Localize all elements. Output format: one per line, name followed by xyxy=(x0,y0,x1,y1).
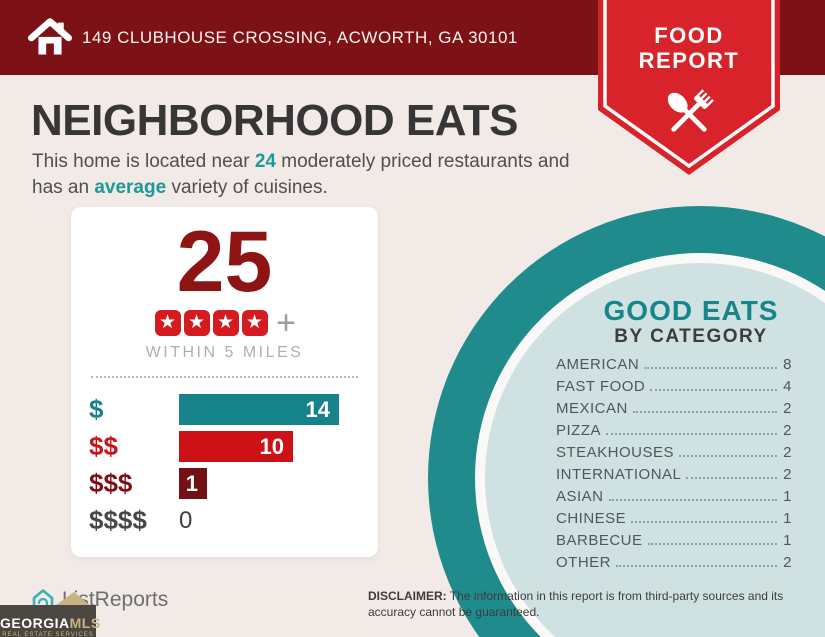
subtitle-text: moderately priced restaurants and xyxy=(275,151,570,172)
category-value: 2 xyxy=(783,444,792,461)
category-value: 2 xyxy=(783,466,792,483)
price-tier-row: $$$ 1 xyxy=(71,465,378,502)
category-row: ASIAN 1 xyxy=(556,488,792,510)
category-label: BARBECUE xyxy=(556,532,643,549)
subtitle-text: has an xyxy=(32,177,95,199)
good-eats-title: GOOD EATS xyxy=(603,295,779,326)
georgia-mls-logo: GEORGIAMLS REAL ESTATE SERVICES xyxy=(0,592,101,637)
home-icon xyxy=(28,18,72,55)
disclaimer: DISCLAIMER: The information in this repo… xyxy=(368,589,796,620)
dotted-leader xyxy=(650,389,777,391)
ribbon-label-report: REPORT xyxy=(638,48,740,73)
category-row: INTERNATIONAL 2 xyxy=(556,466,792,488)
category-row: CHINESE 1 xyxy=(556,510,792,532)
star-icon: ★ xyxy=(154,310,181,336)
category-label: OTHER xyxy=(556,554,611,571)
ribbon-banner xyxy=(598,0,780,175)
radius-caption: WITHIN 5 MILES xyxy=(145,344,304,361)
good-eats-subtitle: BY CATEGORY xyxy=(614,326,768,347)
mountain-icon xyxy=(56,592,90,605)
category-label: AMERICAN xyxy=(556,356,640,373)
category-list: AMERICAN 8 FAST FOOD 4 MEXICAN 2 PIZZA 2 STEAKHO… xyxy=(556,356,792,576)
subtitle-text: This home is located near xyxy=(32,151,255,172)
dotted-leader xyxy=(606,433,777,435)
category-label: STEAKHOUSES xyxy=(556,444,675,461)
category-value: 2 xyxy=(783,422,792,439)
category-row: OTHER 2 xyxy=(556,554,792,576)
price-tier-row: $$ 10 xyxy=(71,428,378,465)
plus-icon: + xyxy=(276,304,296,342)
spoon-fork-icon xyxy=(667,89,714,132)
category-value: 1 xyxy=(783,488,792,505)
restaurant-summary-card: 25 ★ ★ ★ ★ + WITHIN 5 MILES $14 $$ 10 $$$ 1 $$$$ 0 xyxy=(71,207,378,557)
category-label: FAST FOOD xyxy=(556,378,646,395)
star-rating: ★ ★ ★ ★ + xyxy=(71,304,378,342)
star-icon: ★ xyxy=(183,310,210,336)
price-tier-label: $$$ xyxy=(89,468,133,498)
category-label: CHINESE xyxy=(556,510,627,527)
price-tier-bar: 10 xyxy=(179,431,293,462)
page-title: NEIGHBORHOOD EATS xyxy=(31,96,518,145)
dotted-leader xyxy=(632,411,777,413)
category-row: BARBECUE 1 xyxy=(556,532,792,554)
georgia-mls-wordmark: GEORGIAMLS xyxy=(0,615,101,631)
star-icon: ★ xyxy=(212,310,239,336)
category-row: AMERICAN 8 xyxy=(556,356,792,378)
price-tier-row: $$$$ 0 xyxy=(71,502,378,539)
category-value: 8 xyxy=(783,356,792,373)
disclaimer-label: DISCLAIMER: xyxy=(368,589,447,603)
subtitle-text: variety of cuisines. xyxy=(166,177,328,199)
dotted-divider xyxy=(91,376,358,378)
category-row: STEAKHOUSES 2 xyxy=(556,444,792,466)
price-tier-row: $14 xyxy=(71,391,378,428)
category-label: PIZZA xyxy=(556,422,602,439)
dotted-leader xyxy=(644,367,777,369)
category-row: PIZZA 2 xyxy=(556,422,792,444)
price-tier-bar: 14 xyxy=(179,394,339,425)
food-report-ribbon: FOOD REPORT xyxy=(598,0,780,176)
disclaimer-text: The information in this report is from t… xyxy=(368,589,784,619)
category-value: 1 xyxy=(783,510,792,527)
price-tier-label: $ xyxy=(89,394,104,424)
listreports-house-icon xyxy=(32,589,54,612)
dotted-leader xyxy=(608,499,777,501)
restaurant-count: 25 xyxy=(176,214,273,310)
category-label: INTERNATIONAL xyxy=(556,466,682,483)
category-label: ASIAN xyxy=(556,488,604,505)
category-row: MEXICAN 2 xyxy=(556,400,792,422)
ribbon-label-food: FOOD xyxy=(654,23,724,48)
category-label: MEXICAN xyxy=(556,400,628,417)
category-value: 1 xyxy=(783,532,792,549)
star-icon: ★ xyxy=(241,310,268,336)
property-address: 149 CLUBHOUSE CROSSING, ACWORTH, GA 3010… xyxy=(82,28,518,47)
category-value: 4 xyxy=(783,378,792,395)
price-tier-bar: 1 xyxy=(179,468,207,499)
page-subtitle: This home is located near 24 moderately … xyxy=(32,149,592,201)
dotted-leader xyxy=(616,565,777,567)
dotted-leader xyxy=(679,455,777,457)
category-value: 2 xyxy=(783,400,792,417)
price-tier-chart: $14 $$ 10 $$$ 1 $$$$ 0 xyxy=(71,391,378,539)
dotted-leader xyxy=(647,543,777,545)
price-tier-label: $$$$ xyxy=(89,505,147,535)
variety-highlight: average xyxy=(94,177,167,199)
price-tier-label: $$ xyxy=(89,431,118,461)
category-value: 2 xyxy=(783,554,792,571)
restaurant-count-inline: 24 xyxy=(254,151,276,172)
dotted-leader xyxy=(631,521,777,523)
georgia-mls-tagline: REAL ESTATE SERVICES xyxy=(2,632,94,637)
price-tier-zero-value: 0 xyxy=(179,506,193,534)
dotted-leader xyxy=(686,477,777,479)
category-row: FAST FOOD 4 xyxy=(556,378,792,400)
